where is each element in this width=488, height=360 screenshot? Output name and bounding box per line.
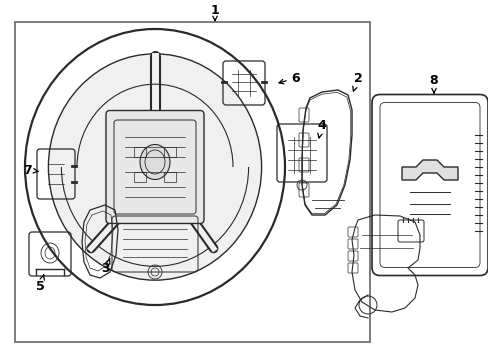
Text: 1: 1: [210, 4, 219, 21]
Bar: [163, 147, 176, 157]
Text: 2: 2: [352, 72, 362, 91]
Text: 7: 7: [23, 163, 38, 176]
Ellipse shape: [48, 54, 261, 280]
Text: 6: 6: [279, 72, 300, 85]
Ellipse shape: [140, 144, 170, 180]
Text: 5: 5: [36, 275, 44, 293]
Bar: [163, 172, 176, 182]
Polygon shape: [401, 160, 457, 180]
FancyBboxPatch shape: [106, 111, 203, 224]
Bar: [134, 147, 146, 157]
Bar: [134, 172, 146, 182]
Text: 3: 3: [102, 258, 110, 274]
Bar: [15, 22, 369, 342]
Text: 4: 4: [317, 118, 325, 138]
Text: 8: 8: [429, 73, 437, 93]
